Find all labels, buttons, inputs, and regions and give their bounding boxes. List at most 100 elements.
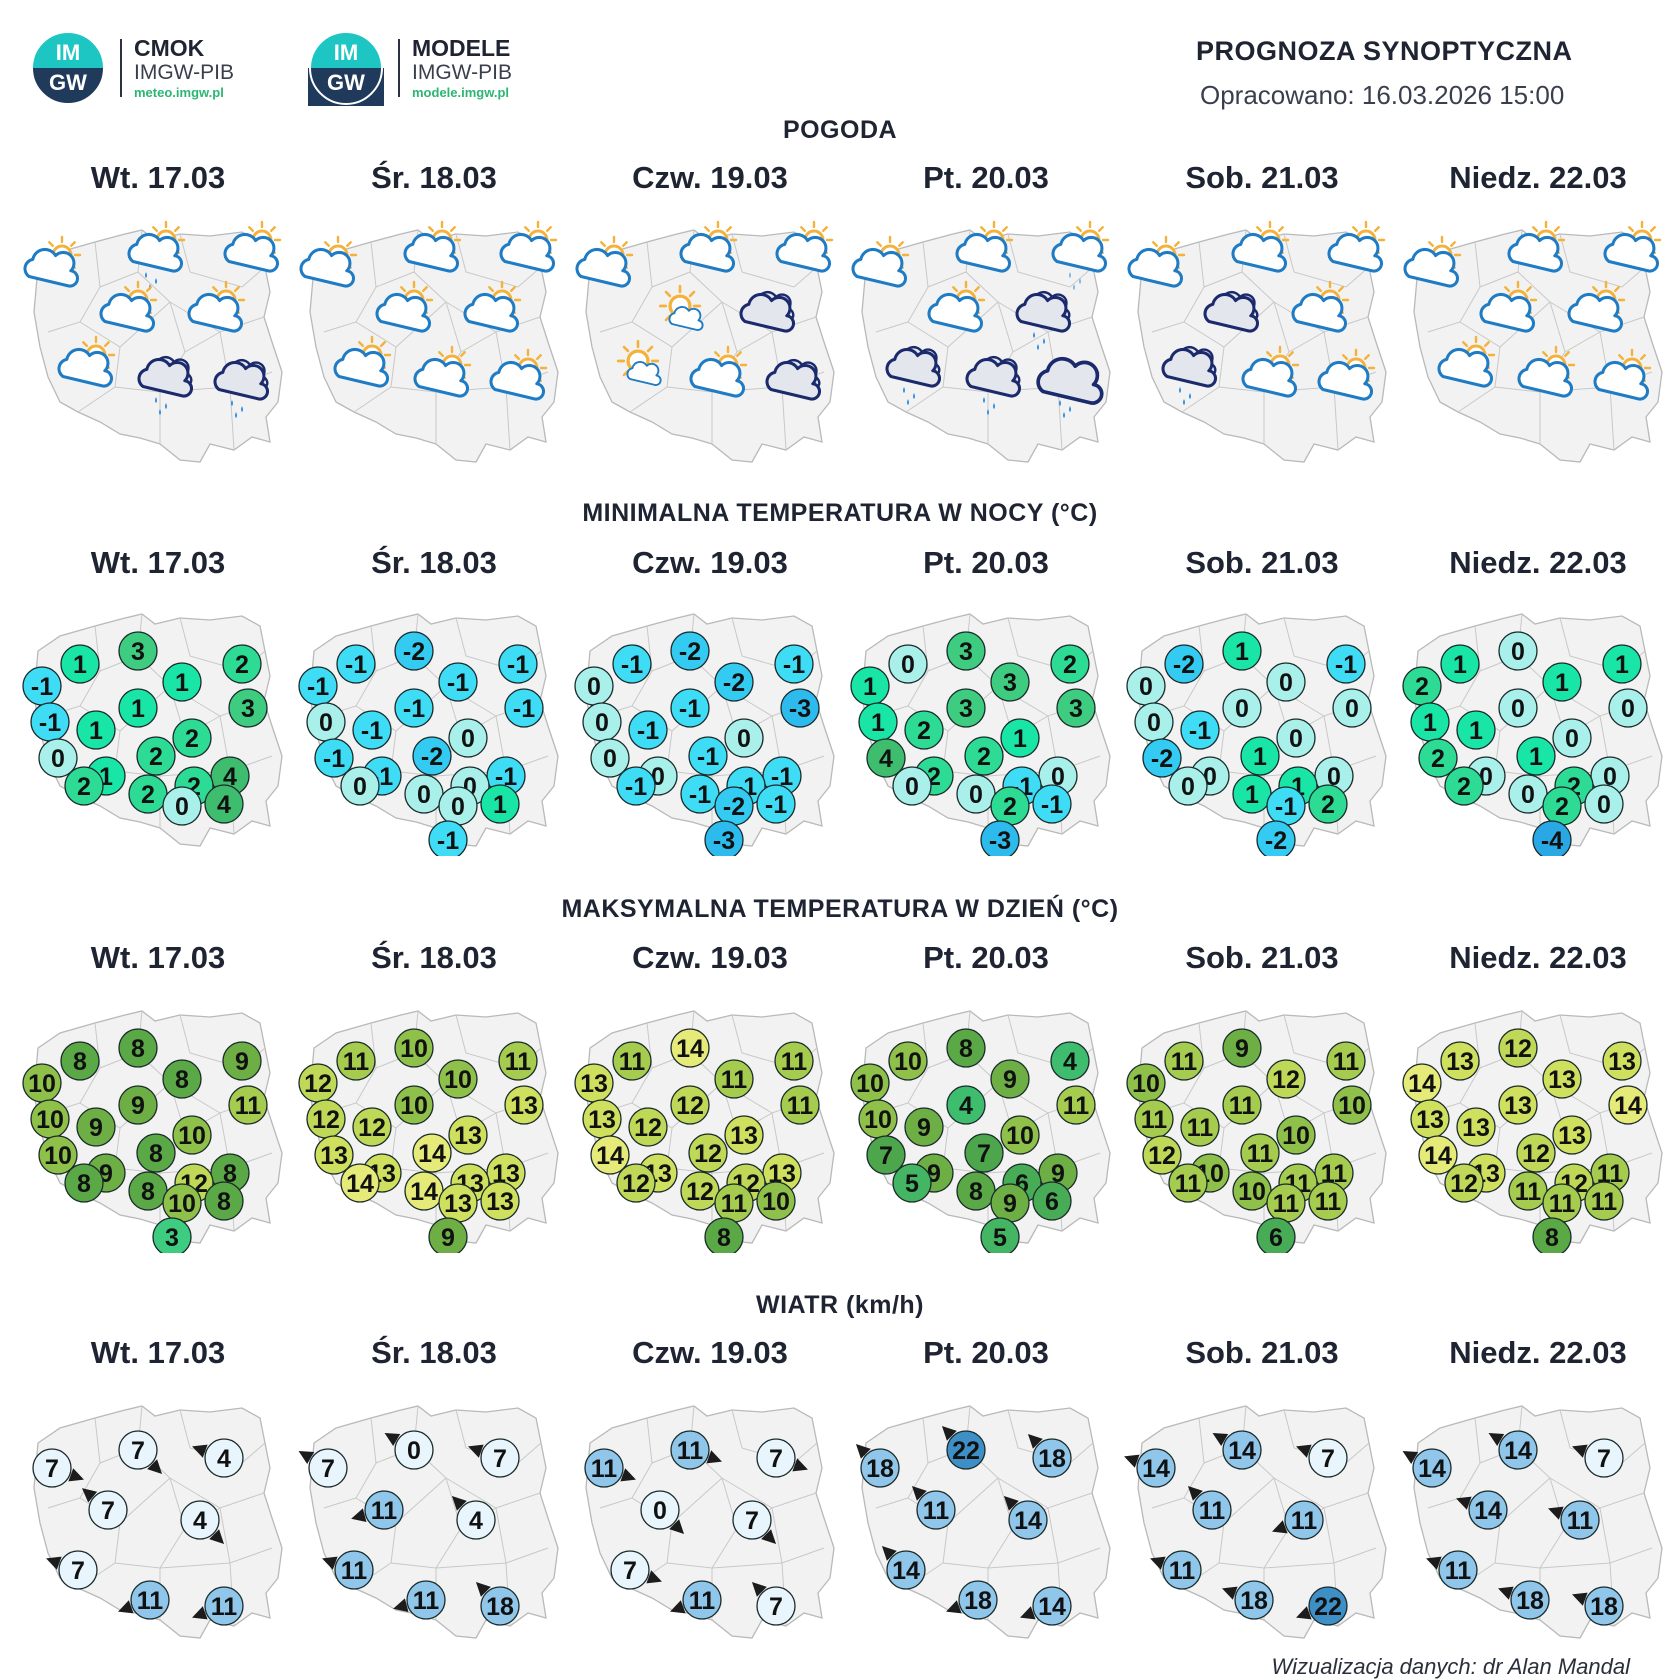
temperature-value: 11: [505, 1048, 532, 1076]
temperature-marker: 12: [680, 1171, 720, 1211]
day-label: Czw. 19.03: [632, 940, 788, 975]
temperature-marker: 3: [990, 662, 1030, 702]
temperature-marker: -1: [498, 644, 538, 684]
temperature-value: 0: [603, 745, 617, 773]
logo-url[interactable]: meteo.imgw.pl: [134, 84, 224, 100]
temperature-marker-circle: [866, 738, 906, 778]
logo-line2: IMGW-PIB: [134, 60, 234, 84]
temperature-marker: 0: [724, 718, 764, 758]
section-title-wind: WIATR (km/h): [755, 1291, 924, 1319]
temperature-value: 11: [1229, 1092, 1256, 1120]
wind-marker-circle: [480, 1586, 520, 1626]
wind-marker: 11: [670, 1430, 722, 1470]
temperature-marker: 13: [582, 1099, 622, 1139]
temperature-value: 0: [1521, 781, 1535, 809]
temperature-value: 0: [1565, 725, 1579, 753]
temperature-value: 3: [131, 638, 145, 666]
wind-marker-circle: [1498, 1430, 1538, 1470]
temperature-marker: 11: [1180, 1107, 1220, 1147]
temperature-value: -1: [447, 669, 469, 697]
wind-speed-value: 7: [45, 1455, 59, 1483]
day-label: Śr. 18.03: [371, 545, 497, 580]
temperature-marker: 0: [582, 702, 622, 742]
partly-cloudy-icon: [23, 235, 82, 288]
partly-cloudy-icon: [1327, 220, 1386, 273]
temperature-marker-circle: [888, 1041, 928, 1081]
temperature-marker: 1: [1232, 774, 1272, 814]
wind-marker-circle: [364, 1490, 404, 1530]
cloudy-icon: [1203, 290, 1260, 333]
temperature-value: 10: [44, 1142, 72, 1170]
partly-cloudy-icon: [1507, 220, 1566, 273]
temperature-value: -1: [361, 717, 383, 745]
temperature-marker: 14: [1608, 1085, 1648, 1125]
temperature-value: 10: [1338, 1092, 1366, 1120]
temperature-marker: 8: [118, 1028, 158, 1068]
logo-modele[interactable]: IM GW MODELE IMGW-PIB modele.imgw.pl: [308, 30, 512, 106]
temperature-marker-circle: [1498, 688, 1538, 728]
temperature-marker: 11: [714, 1059, 754, 1099]
temperature-marker: 8: [60, 1041, 100, 1081]
day-label: Wt. 17.03: [90, 545, 226, 580]
temperature-marker-circle: [1240, 736, 1280, 776]
temperature-value: 0: [1511, 695, 1525, 723]
temperature-marker-circle: [1456, 710, 1496, 750]
wind-marker: 7: [298, 1448, 348, 1488]
temperature-value: 12: [304, 1070, 332, 1098]
temperature-marker: 10: [888, 1041, 928, 1081]
temperature-marker-circle: [1032, 784, 1072, 824]
temperature-marker-circle: [228, 688, 268, 728]
temperature-marker-circle: [438, 1059, 478, 1099]
temperature-marker-circle: [428, 1217, 468, 1253]
temperature-value: 11: [343, 1048, 370, 1076]
wind-speed-value: 0: [407, 1437, 421, 1465]
temperature-marker: 2: [1542, 786, 1582, 826]
temperature-marker: 0: [1222, 688, 1262, 728]
wind-direction-arrow: [1222, 1586, 1238, 1600]
temperature-marker-circle: [438, 662, 478, 702]
temperature-value: 0: [587, 673, 601, 701]
temperature-marker: 9: [222, 1041, 262, 1081]
temperature-marker-circle: [946, 1085, 986, 1125]
temperature-value: 10: [400, 1035, 428, 1063]
cloudy-icon: [739, 290, 796, 333]
temperature-marker: 2: [172, 718, 212, 758]
temperature-marker: 8: [128, 1171, 168, 1211]
temperature-marker: 3: [118, 631, 158, 671]
temperature-marker: 10: [394, 1085, 434, 1125]
temperature-marker: 11: [1508, 1171, 1548, 1211]
temperature-marker: 11: [1584, 1181, 1624, 1221]
temperature-value: 0: [1289, 725, 1303, 753]
logo-cmok[interactable]: IM GW CMOK IMGW-PIB meteo.imgw.pl: [30, 30, 234, 106]
wind-marker-circle: [58, 1550, 98, 1590]
wind-direction-arrow: [646, 1570, 662, 1584]
wind-marker-circle: [32, 1448, 72, 1488]
temperature-marker: 12: [628, 1107, 668, 1147]
temperature-marker-circle: [1440, 1041, 1480, 1081]
temperature-value: 13: [588, 1106, 616, 1134]
day-label: Śr. 18.03: [371, 160, 497, 195]
temperature-marker: 0: [574, 666, 614, 706]
temperature-marker-circle: [1180, 710, 1220, 750]
wind-map-panel: 18 22 18 11 14 14 18 14: [855, 1405, 1111, 1639]
wind-speed-value: 7: [1321, 1445, 1335, 1473]
temperature-marker: 1: [1602, 644, 1642, 684]
temperature-marker-circle: [498, 1041, 538, 1081]
temperature-marker-circle: [498, 644, 538, 684]
partly-cloudy-icon: [1241, 345, 1300, 398]
temperature-marker: -2: [394, 631, 434, 671]
temperature-marker: 10: [172, 1115, 212, 1155]
wind-map-panel: 14 14 7 14 11 11 18 18: [1402, 1405, 1663, 1639]
temperature-marker-circle: [162, 1059, 202, 1099]
temperature-marker: 11: [1266, 1183, 1306, 1223]
logo-url[interactable]: modele.imgw.pl: [412, 84, 510, 100]
temperature-marker-circle: [670, 1085, 710, 1125]
partly-cloudy-icon: [413, 345, 472, 398]
wind-speed-value: 14: [1418, 1455, 1446, 1483]
temperature-marker-circle: [1552, 1115, 1592, 1155]
wind-marker-circle: [584, 1448, 624, 1488]
temperature-value: 2: [1063, 651, 1077, 679]
temperature-marker-circle: [504, 1085, 544, 1125]
temperature-marker: 10: [756, 1181, 796, 1221]
